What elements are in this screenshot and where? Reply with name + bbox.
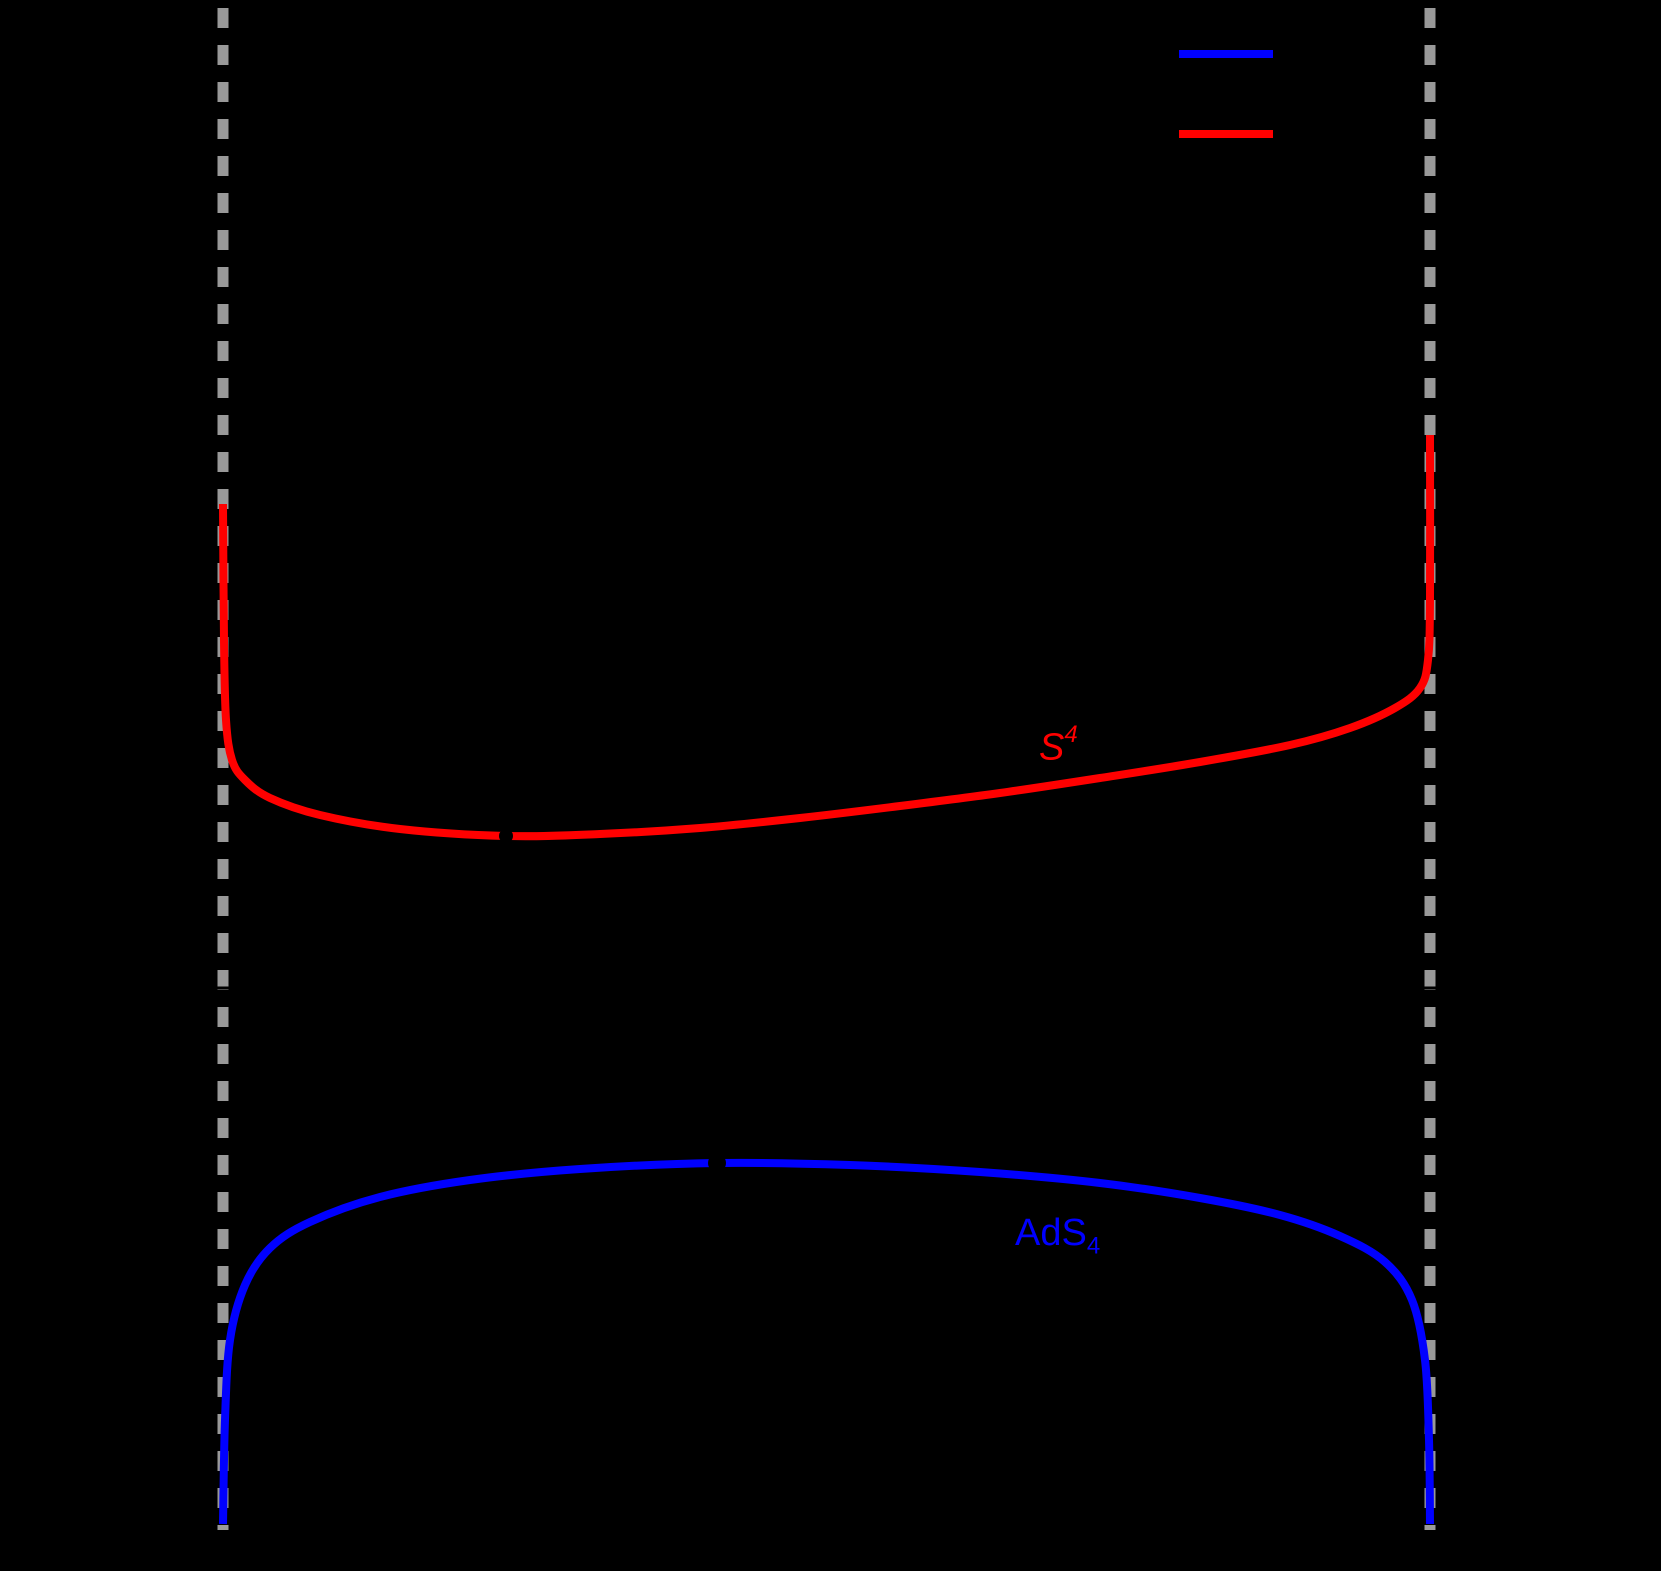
ads4-label-sub: 4 (1086, 1232, 1101, 1260)
s4-label-sup: 4 (1064, 721, 1078, 748)
ads4-max-marker (708, 1154, 726, 1172)
legend-swatch-s4 (1179, 130, 1273, 138)
s4-label: S4 (1039, 721, 1078, 770)
ads4-curve (219, 1158, 1434, 1525)
s4-min-marker (499, 829, 513, 843)
legend-item-ads4 (1100, 34, 1400, 74)
legend-item-s4 (1100, 114, 1400, 154)
legend (1100, 30, 1400, 160)
s4-curve (219, 434, 1435, 841)
ads4-label: AdS4 (1015, 1212, 1100, 1261)
legend-swatch-ads4 (1179, 50, 1273, 58)
s4-label-base: S (1039, 726, 1065, 769)
ads4-label-base: AdS (1015, 1212, 1087, 1254)
